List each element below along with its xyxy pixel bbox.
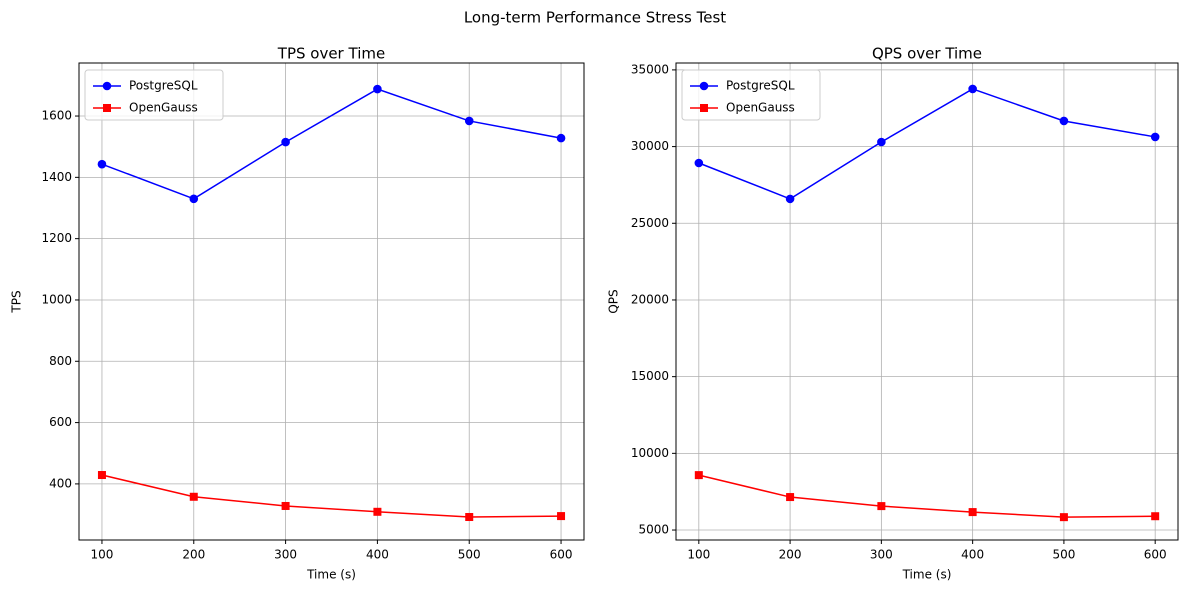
x-tick-label: 600 — [550, 548, 573, 562]
marker — [373, 84, 382, 94]
legend-label: OpenGauss — [129, 101, 198, 115]
x-tick-label: 500 — [458, 548, 481, 562]
y-tick-label: 35000 — [631, 62, 669, 76]
y-tick-label: 10000 — [631, 446, 669, 460]
marker — [464, 116, 474, 126]
marker — [1059, 116, 1069, 126]
x-tick-label: 600 — [1144, 548, 1167, 562]
legend-label: PostgreSQL — [726, 79, 795, 93]
y-tick-label: 30000 — [631, 139, 669, 153]
y-tick-label: 800 — [49, 354, 72, 368]
marker — [97, 159, 107, 169]
x-axis-label: Time (s) — [306, 568, 356, 582]
y-tick-label: 600 — [49, 415, 72, 429]
y-tick-label: 1600 — [41, 109, 72, 123]
x-tick-label: 500 — [1052, 548, 1075, 562]
y-tick-label: 1200 — [41, 231, 72, 245]
marker — [1151, 512, 1160, 521]
marker — [557, 512, 566, 521]
plot-frame — [78, 62, 585, 541]
x-tick-label: 200 — [779, 548, 802, 562]
legend-marker — [699, 81, 709, 91]
line — [698, 474, 1156, 518]
marker — [1150, 132, 1160, 142]
line — [101, 474, 562, 518]
legend-marker — [103, 104, 111, 112]
x-axis-label: Time (s) — [902, 568, 952, 582]
marker — [97, 471, 106, 480]
legend: PostgreSQL OpenGauss — [84, 69, 224, 121]
marker — [281, 501, 290, 510]
x-tick-label: 300 — [870, 548, 893, 562]
marker — [694, 471, 703, 480]
marker — [189, 194, 199, 204]
x-tick-label: 400 — [366, 548, 389, 562]
x-tick-label: 400 — [961, 548, 984, 562]
marker — [189, 492, 198, 501]
x-tick-label: 100 — [91, 548, 114, 562]
x-tick-label: 300 — [274, 548, 297, 562]
x-tick-label: 100 — [687, 548, 710, 562]
y-tick-label: 5000 — [638, 523, 669, 537]
line — [101, 88, 562, 200]
figure-title: Long-term Performance Stress Test — [464, 9, 726, 27]
marker — [556, 133, 566, 143]
legend-label: OpenGauss — [726, 101, 795, 115]
marker — [373, 507, 382, 516]
y-tick-label: 15000 — [631, 369, 669, 383]
marker — [968, 84, 977, 94]
y-tick-label: 20000 — [631, 292, 669, 306]
legend-marker — [102, 81, 112, 91]
marker — [877, 502, 886, 511]
y-axis-label: QPS — [607, 289, 621, 313]
legend-marker — [700, 104, 708, 112]
marker — [877, 137, 886, 147]
legend: PostgreSQL OpenGauss — [681, 69, 821, 121]
y-tick-label: 25000 — [631, 216, 669, 230]
marker — [968, 508, 977, 517]
x-tick-label: 200 — [182, 548, 205, 562]
marker — [785, 194, 795, 204]
y-tick-label: 400 — [49, 476, 72, 490]
y-tick-label: 1000 — [41, 292, 72, 306]
y-axis-label: TPS — [10, 290, 24, 313]
marker — [465, 513, 474, 522]
marker — [694, 158, 704, 168]
plot-frame — [675, 62, 1179, 541]
legend-label: PostgreSQL — [129, 79, 198, 93]
subplot-title: QPS over Time — [872, 45, 982, 63]
marker — [1059, 513, 1068, 522]
marker — [786, 493, 795, 502]
y-tick-label: 1400 — [41, 170, 72, 184]
subplot-title: TPS over Time — [277, 45, 385, 63]
marker — [281, 137, 290, 147]
line — [698, 88, 1156, 200]
